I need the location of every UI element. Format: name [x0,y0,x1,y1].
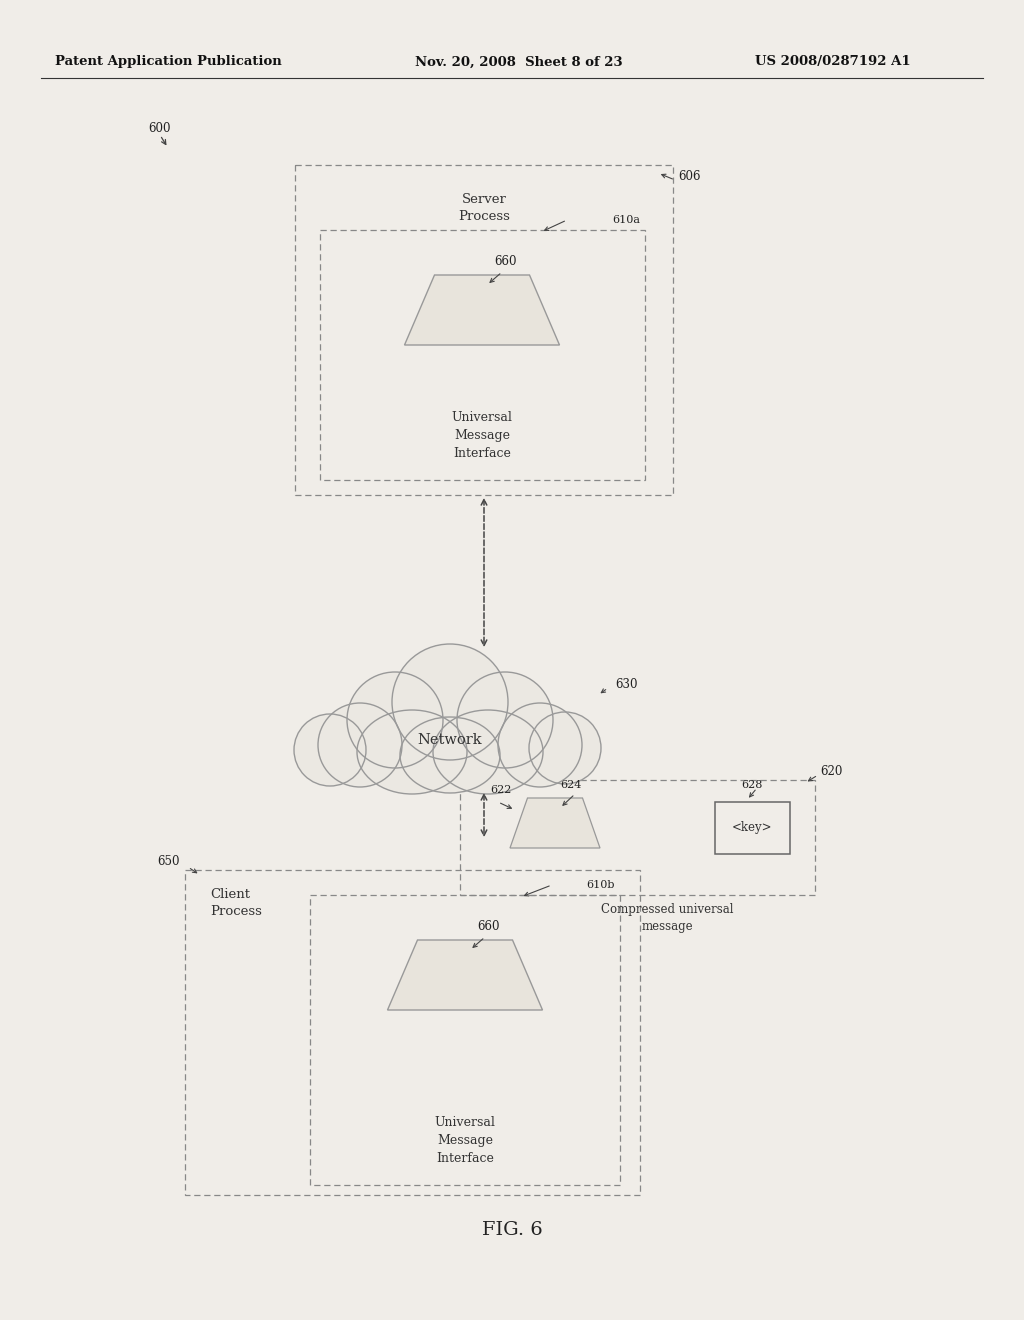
Ellipse shape [318,704,402,787]
Bar [310,895,620,1185]
Text: 610a: 610a [612,215,640,224]
Text: Universal
Message
Interface: Universal Message Interface [452,411,512,459]
Text: US 2008/0287192 A1: US 2008/0287192 A1 [755,55,910,69]
Text: Network: Network [418,733,482,747]
Ellipse shape [433,710,543,795]
Bar [319,230,645,480]
Polygon shape [387,940,543,1010]
Bar [295,165,673,495]
Ellipse shape [357,710,467,795]
Bar [185,870,640,1195]
Text: 620: 620 [820,766,843,777]
Text: Client
Process: Client Process [210,888,262,917]
Bar [460,780,815,895]
Text: 630: 630 [615,678,638,692]
Text: Server
Process: Server Process [458,193,510,223]
Text: 628: 628 [741,780,763,789]
Text: 606: 606 [678,170,700,183]
Text: FIG. 6: FIG. 6 [481,1221,543,1239]
Text: 660: 660 [477,920,500,933]
Ellipse shape [392,644,508,760]
Text: Universal
Message
Interface: Universal Message Interface [434,1115,496,1166]
Text: 624: 624 [560,780,582,789]
Text: Compressed universal
message: Compressed universal message [601,903,734,933]
Text: <key>: <key> [732,821,772,834]
Text: 600: 600 [148,121,171,135]
Ellipse shape [457,672,553,768]
Polygon shape [404,275,559,345]
Ellipse shape [294,714,366,785]
Ellipse shape [400,717,500,793]
Text: 660: 660 [494,255,516,268]
Ellipse shape [498,704,582,787]
Text: Nov. 20, 2008  Sheet 8 of 23: Nov. 20, 2008 Sheet 8 of 23 [415,55,623,69]
Bar [715,803,790,854]
Text: 610b: 610b [587,880,615,890]
Ellipse shape [347,672,443,768]
Text: Patent Application Publication: Patent Application Publication [55,55,282,69]
Text: 622: 622 [490,785,511,795]
Polygon shape [510,799,600,847]
Text: 650: 650 [158,855,180,869]
Ellipse shape [529,711,601,784]
